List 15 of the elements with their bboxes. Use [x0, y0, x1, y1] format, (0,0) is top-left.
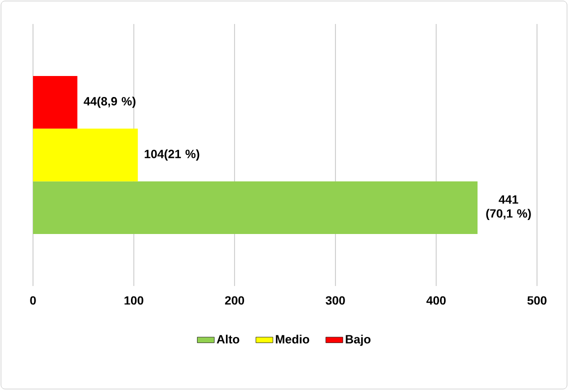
legend-label: Alto	[216, 334, 240, 344]
data-label: 441 (70,1 %)	[486, 195, 531, 220]
data-label: 44(8,9 %)	[84, 96, 136, 108]
legend-label: Bajo	[346, 334, 370, 346]
bar	[33, 76, 78, 129]
data-label: 104(21 %)	[144, 149, 200, 161]
x-tick-label: 200	[225, 296, 244, 305]
bar	[33, 128, 138, 182]
x-tick-label: 0	[30, 296, 36, 305]
x-tick-label: 300	[326, 296, 345, 305]
bar	[33, 181, 478, 234]
x-tick-label: 100	[124, 296, 144, 305]
legend-label: Medio	[276, 334, 310, 344]
x-tick-label: 400	[426, 296, 446, 305]
x-tick-label: 500	[527, 296, 546, 305]
